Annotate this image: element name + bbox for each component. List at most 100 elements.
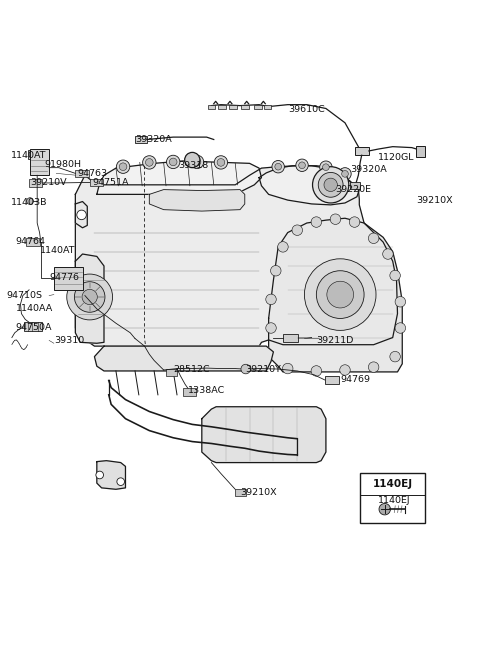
Bar	[241, 105, 249, 110]
Text: 94750A: 94750A	[16, 323, 52, 331]
Text: 1140AT: 1140AT	[39, 246, 75, 255]
Circle shape	[193, 158, 201, 166]
Bar	[229, 105, 237, 110]
Circle shape	[67, 274, 113, 320]
Circle shape	[241, 364, 251, 374]
Bar	[360, 472, 425, 523]
Circle shape	[349, 216, 360, 228]
Circle shape	[368, 233, 379, 243]
Polygon shape	[97, 461, 125, 489]
Text: 39320A: 39320A	[350, 165, 386, 174]
Text: 39210V: 39210V	[30, 178, 67, 187]
Polygon shape	[202, 407, 326, 462]
Circle shape	[143, 155, 156, 169]
Polygon shape	[97, 161, 262, 194]
Bar	[28, 150, 42, 159]
Circle shape	[275, 163, 281, 170]
Circle shape	[77, 210, 86, 220]
Bar	[29, 179, 42, 187]
Circle shape	[340, 365, 350, 375]
Circle shape	[292, 225, 302, 236]
Text: 94769: 94769	[340, 375, 370, 384]
Bar	[283, 334, 298, 342]
Circle shape	[330, 214, 341, 224]
Circle shape	[214, 155, 228, 169]
Text: 39211D: 39211D	[316, 336, 354, 345]
Circle shape	[217, 159, 225, 166]
Bar	[135, 136, 147, 143]
Circle shape	[311, 216, 322, 228]
Text: 94776: 94776	[49, 273, 79, 282]
Text: 39210X: 39210X	[417, 195, 453, 205]
Text: 39210Y: 39210Y	[245, 365, 281, 375]
Text: 94764: 94764	[16, 237, 46, 245]
Circle shape	[339, 168, 351, 180]
Bar	[416, 146, 425, 157]
Circle shape	[119, 163, 127, 171]
Text: 1140EJ: 1140EJ	[372, 479, 412, 489]
Circle shape	[27, 197, 34, 205]
Circle shape	[271, 266, 281, 276]
Text: 94710S: 94710S	[6, 291, 42, 300]
Circle shape	[191, 155, 204, 169]
Circle shape	[390, 352, 400, 362]
Circle shape	[324, 178, 337, 192]
Polygon shape	[269, 218, 402, 372]
Text: 1140AA: 1140AA	[16, 304, 53, 314]
Circle shape	[318, 173, 343, 197]
Bar	[166, 369, 177, 376]
Polygon shape	[75, 201, 87, 228]
Bar	[235, 489, 246, 496]
Text: 91980H: 91980H	[44, 160, 81, 169]
Circle shape	[312, 167, 349, 203]
Text: 1140AT: 1140AT	[11, 151, 47, 160]
Circle shape	[96, 471, 104, 479]
Circle shape	[266, 323, 276, 333]
Circle shape	[311, 365, 322, 376]
Text: 1338AC: 1338AC	[188, 386, 225, 394]
Bar	[355, 147, 369, 155]
Bar	[207, 105, 215, 110]
Polygon shape	[95, 346, 274, 371]
Bar	[183, 388, 196, 396]
Circle shape	[383, 249, 393, 259]
Circle shape	[368, 362, 379, 373]
Text: 39310: 39310	[54, 336, 84, 345]
Text: 1140EJ: 1140EJ	[378, 496, 411, 505]
Text: 28512C: 28512C	[173, 365, 210, 375]
Circle shape	[145, 159, 153, 166]
Circle shape	[116, 160, 130, 173]
Circle shape	[327, 281, 354, 308]
Bar	[75, 169, 89, 177]
Bar	[350, 182, 360, 189]
Polygon shape	[75, 166, 397, 346]
Circle shape	[296, 159, 308, 171]
Text: 11403B: 11403B	[11, 199, 48, 207]
Circle shape	[304, 259, 376, 331]
Circle shape	[82, 289, 97, 304]
Circle shape	[272, 161, 284, 173]
Bar	[90, 178, 103, 186]
Circle shape	[278, 241, 288, 252]
Circle shape	[167, 155, 180, 169]
Circle shape	[379, 503, 390, 515]
Bar	[264, 105, 272, 110]
Text: 94751A: 94751A	[92, 178, 129, 187]
Polygon shape	[259, 166, 360, 205]
Text: 1120GL: 1120GL	[378, 153, 415, 161]
Circle shape	[117, 478, 124, 485]
Bar	[26, 238, 39, 246]
Circle shape	[395, 297, 406, 307]
Bar	[325, 376, 339, 384]
Bar	[254, 105, 262, 110]
Circle shape	[169, 158, 177, 166]
Circle shape	[390, 270, 400, 281]
Polygon shape	[149, 190, 245, 211]
Circle shape	[395, 323, 406, 333]
Bar	[218, 105, 226, 110]
Text: 39318: 39318	[178, 161, 208, 171]
Polygon shape	[75, 254, 104, 343]
Circle shape	[316, 271, 364, 318]
Text: 39210X: 39210X	[240, 488, 276, 497]
Bar	[54, 267, 83, 290]
